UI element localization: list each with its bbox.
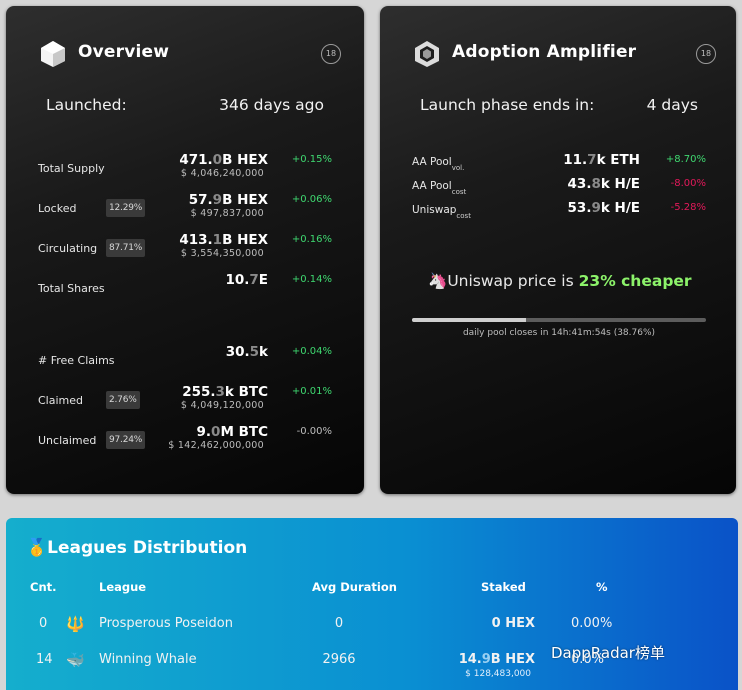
price-highlight: 23% cheaper: [578, 272, 692, 290]
leagues-title: 🥇Leagues Distribution: [26, 538, 247, 558]
medal-icon: 🥇: [26, 538, 48, 558]
stat-change: -0.00%: [296, 426, 332, 437]
stat-value: 255.3k BTC: [182, 384, 268, 400]
amplifier-title: Adoption Amplifier: [452, 42, 637, 62]
aa-stat-change: -8.00%: [670, 178, 706, 189]
aa-stat-label: AA Poolcost: [412, 180, 467, 196]
col-percent-header[interactable]: %: [596, 580, 608, 594]
league-staked: 14.9B HEX: [458, 652, 535, 667]
launched-value: 346 days ago: [219, 96, 324, 114]
stat-usd-value: $ 4,046,240,000: [180, 168, 264, 179]
stat-value: 9.0M BTC: [196, 424, 268, 440]
pool-progress-bar: [412, 318, 706, 322]
overview-card: Overview 18 Launched: 346 days ago Total…: [6, 6, 364, 494]
stat-percent-badge: 97.24%: [106, 431, 146, 449]
league-name: Prosperous Poseidon: [99, 616, 233, 631]
phase-label: Launch phase ends in:: [420, 96, 595, 114]
stat-percent-badge: 2.76%: [106, 391, 140, 409]
stat-label: # Free Claims: [38, 354, 115, 367]
stat-usd-value: $ 497,837,000: [190, 208, 264, 219]
stat-value: 30.5k: [225, 344, 268, 360]
stat-usd-value: $ 4,049,120,000: [180, 400, 264, 411]
stat-usd-value: $ 3,554,350,000: [180, 248, 264, 259]
league-row[interactable]: 0 🔱 Prosperous Poseidon 0 0 HEX 0.00%: [6, 615, 738, 652]
leagues-title-text: Leagues Distribution: [47, 538, 248, 558]
stat-change: +0.16%: [291, 234, 332, 245]
leagues-distribution-panel: 🥇Leagues Distribution Cnt. League Avg Du…: [6, 518, 738, 690]
league-count: 14: [36, 652, 53, 667]
launched-label: Launched:: [46, 96, 127, 114]
col-count-header[interactable]: Cnt.: [30, 580, 57, 594]
stat-label: Unclaimed: [38, 434, 97, 447]
col-league-header[interactable]: League: [99, 580, 147, 594]
league-percent: 0.00%: [571, 616, 613, 631]
stat-percent-badge: 12.29%: [106, 199, 146, 217]
stat-change: +0.04%: [291, 346, 332, 357]
league-avg-duration: 2966: [322, 652, 356, 667]
col-staked-header[interactable]: Staked: [481, 580, 526, 594]
aa-stat-value: 11.7k ETH: [563, 152, 640, 168]
stat-change: +0.15%: [291, 154, 332, 165]
pool-progress-fill: [412, 318, 526, 322]
league-name: Winning Whale: [99, 652, 197, 667]
stat-value: 471.0B HEX: [179, 152, 268, 168]
league-staked-usd: $ 128,483,000: [465, 669, 531, 679]
stat-usd-value: $ 142,462,000,000: [168, 440, 264, 451]
phase-value: 4 days: [646, 96, 698, 114]
stat-change: +0.01%: [291, 386, 332, 397]
stat-percent-badge: 87.71%: [106, 239, 146, 257]
hex-logo-icon: [41, 41, 65, 67]
stat-label: Claimed: [38, 394, 83, 407]
league-staked: 0 HEX: [491, 616, 535, 631]
league-row[interactable]: 14 🐳 Winning Whale 2966 14.9B HEX $ 128,483,0…: [6, 651, 738, 688]
price-prefix: Uniswap price is: [447, 272, 579, 290]
adoption-amplifier-card: Adoption Amplifier 18 Launch phase ends …: [380, 6, 736, 494]
aa-stat-value: 43.8k H/E: [567, 176, 640, 192]
pool-progress-caption: daily pool closes in 14h:41m:54s (38.76%…: [462, 328, 656, 338]
stat-label: Locked: [38, 202, 77, 215]
stat-label: Circulating: [38, 242, 98, 255]
trident-icon: 🔱: [66, 615, 85, 633]
col-avg-duration-header[interactable]: Avg Duration: [312, 580, 397, 594]
aa-stat-label: AA Poolvol.: [412, 156, 465, 172]
aa-stat-label: Uniswapcost: [412, 204, 471, 220]
aa-stat-change: +8.70%: [665, 154, 706, 165]
stat-value: 57.9B HEX: [188, 192, 268, 208]
league-count: 0: [39, 616, 48, 631]
stat-label: Total Supply: [38, 162, 105, 175]
aa-stat-change: -5.28%: [670, 202, 706, 213]
amplifier-logo-icon: [415, 41, 439, 67]
stat-change: +0.14%: [291, 274, 332, 285]
stat-label: Total Shares: [38, 282, 105, 295]
stat-change: +0.06%: [291, 194, 332, 205]
league-avg-duration: 0: [334, 616, 344, 631]
whale-icon: 🐳: [66, 651, 85, 669]
uniswap-price-line: 🦄Uniswap price is 23% cheaper: [428, 272, 692, 290]
stat-value: 10.7E: [225, 272, 268, 288]
stat-value: 413.1B HEX: [179, 232, 268, 248]
watermark: DappRadar榜单: [551, 644, 665, 662]
aa-stat-value: 53.9k H/E: [567, 200, 640, 216]
age-badge[interactable]: 18: [696, 44, 716, 64]
overview-title: Overview: [78, 42, 170, 62]
league-percent: 0.0%: [571, 652, 605, 667]
unicorn-icon: 🦄: [428, 272, 448, 290]
age-badge[interactable]: 18: [321, 44, 341, 64]
